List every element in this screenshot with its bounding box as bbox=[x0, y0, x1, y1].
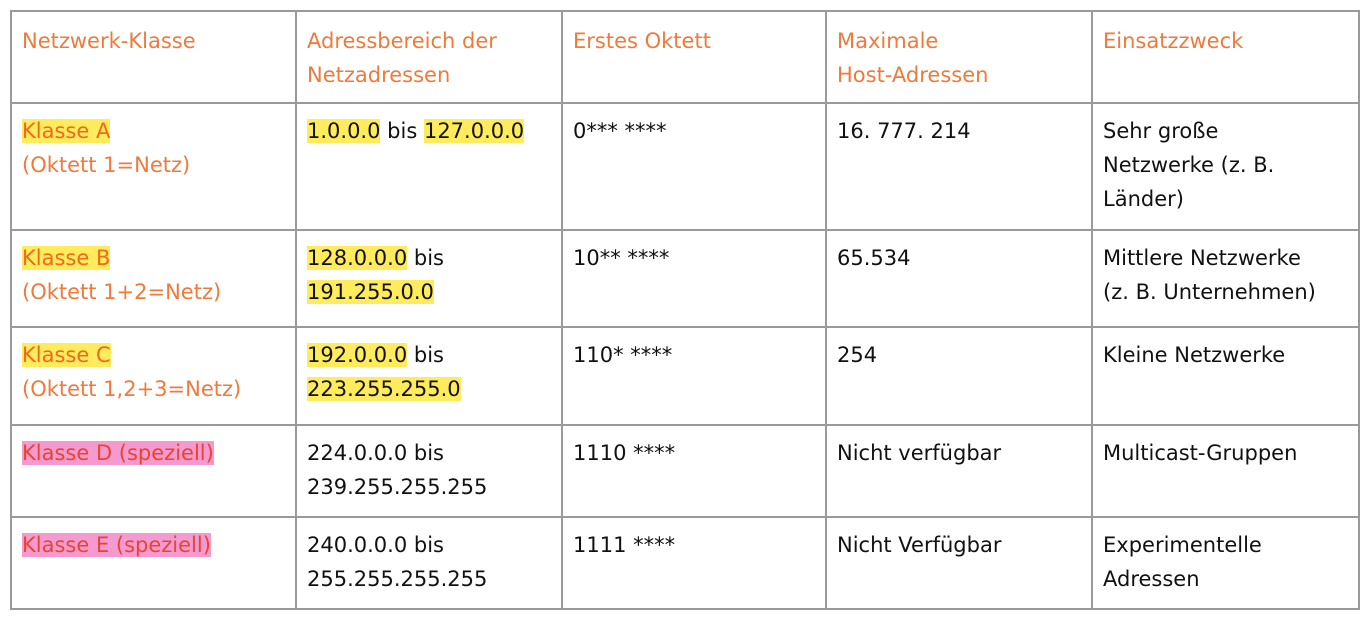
cell-klasse: Klasse E (speziell) bbox=[10, 516, 297, 610]
cell-adressbereich: 224.0.0.0 bis 239.255.255.255 bbox=[295, 424, 563, 518]
cell-hosts: 16. 777. 214 bbox=[825, 102, 1093, 231]
range-end-highlight: 127.0.0.0 bbox=[423, 119, 525, 143]
range-bis: bis bbox=[407, 246, 444, 270]
table-row: Klasse B (Oktett 1+2=Netz) 128.0.0.0 bis… bbox=[10, 229, 1360, 328]
header-klasse: Netzwerk-Klasse bbox=[10, 10, 297, 104]
cell-oktett: 1111 **** bbox=[561, 516, 827, 610]
class-name-highlight: Klasse B bbox=[22, 246, 111, 270]
cell-oktett: 1110 **** bbox=[561, 424, 827, 518]
class-subtitle: (Oktett 1,2+3=Netz) bbox=[22, 377, 242, 401]
cell-hosts: 254 bbox=[825, 326, 1093, 426]
table-row: Klasse C (Oktett 1,2+3=Netz) 192.0.0.0 b… bbox=[10, 326, 1360, 426]
header-host-adressen: Maximale Host-Adressen bbox=[825, 10, 1093, 104]
cell-adressbereich: 128.0.0.0 bis 191.255.0.0 bbox=[295, 229, 563, 328]
cell-hosts: Nicht verfügbar bbox=[825, 424, 1093, 518]
cell-hosts: 65.534 bbox=[825, 229, 1093, 328]
cell-hosts: Nicht Verfügbar bbox=[825, 516, 1093, 610]
class-name-highlight: Klasse D (speziell) bbox=[22, 441, 214, 465]
cell-zweck: Kleine Netzwerke bbox=[1091, 326, 1360, 426]
cell-oktett: 110* **** bbox=[561, 326, 827, 426]
cell-adressbereich: 192.0.0.0 bis 223.255.255.0 bbox=[295, 326, 563, 426]
cell-zweck: Experimentelle Adressen bbox=[1091, 516, 1360, 610]
cell-zweck: Multicast-Gruppen bbox=[1091, 424, 1360, 518]
cell-oktett: 10** **** bbox=[561, 229, 827, 328]
cell-zweck: Mittlere Netzwerke (z. B. Unternehmen) bbox=[1091, 229, 1360, 328]
header-erstes-oktett: Erstes Oktett bbox=[561, 10, 827, 104]
class-name-highlight: Klasse A bbox=[22, 119, 111, 143]
table-header-row: Netzwerk-Klasse Adressbereich der Netzad… bbox=[10, 10, 1360, 104]
cell-klasse: Klasse A (Oktett 1=Netz) bbox=[10, 102, 297, 231]
range-start-highlight: 128.0.0.0 bbox=[307, 246, 408, 270]
header-adressbereich: Adressbereich der Netzadressen bbox=[295, 10, 563, 104]
range-end-highlight: 223.255.255.0 bbox=[307, 377, 461, 401]
cell-klasse: Klasse B (Oktett 1+2=Netz) bbox=[10, 229, 297, 328]
class-name-highlight: Klasse C bbox=[22, 343, 111, 367]
class-name-highlight: Klasse E (speziell) bbox=[22, 533, 211, 557]
network-classes-table: Netzwerk-Klasse Adressbereich der Netzad… bbox=[10, 10, 1360, 610]
range-end-highlight: 191.255.0.0 bbox=[307, 280, 434, 304]
table-row: Klasse D (speziell) 224.0.0.0 bis 239.25… bbox=[10, 424, 1360, 518]
cell-klasse: Klasse D (speziell) bbox=[10, 424, 297, 518]
cell-zweck: Sehr große Netzwerke (z. B. Länder) bbox=[1091, 102, 1360, 231]
range-start-highlight: 192.0.0.0 bbox=[307, 343, 408, 367]
cell-oktett: 0*** **** bbox=[561, 102, 827, 231]
table-row: Klasse A (Oktett 1=Netz) 1.0.0.0 bis 127… bbox=[10, 102, 1360, 231]
header-einsatzzweck: Einsatzzweck bbox=[1091, 10, 1360, 104]
cell-klasse: Klasse C (Oktett 1,2+3=Netz) bbox=[10, 326, 297, 426]
cell-adressbereich: 1.0.0.0 bis 127.0.0.0 bbox=[295, 102, 563, 231]
range-bis: bis bbox=[407, 343, 444, 367]
class-subtitle: (Oktett 1+2=Netz) bbox=[22, 280, 222, 304]
class-subtitle: (Oktett 1=Netz) bbox=[22, 153, 191, 177]
range-bis: bis bbox=[380, 119, 424, 143]
range-start-highlight: 1.0.0.0 bbox=[307, 119, 381, 143]
cell-adressbereich: 240.0.0.0 bis 255.255.255.255 bbox=[295, 516, 563, 610]
table-row: Klasse E (speziell) 240.0.0.0 bis 255.25… bbox=[10, 516, 1360, 610]
